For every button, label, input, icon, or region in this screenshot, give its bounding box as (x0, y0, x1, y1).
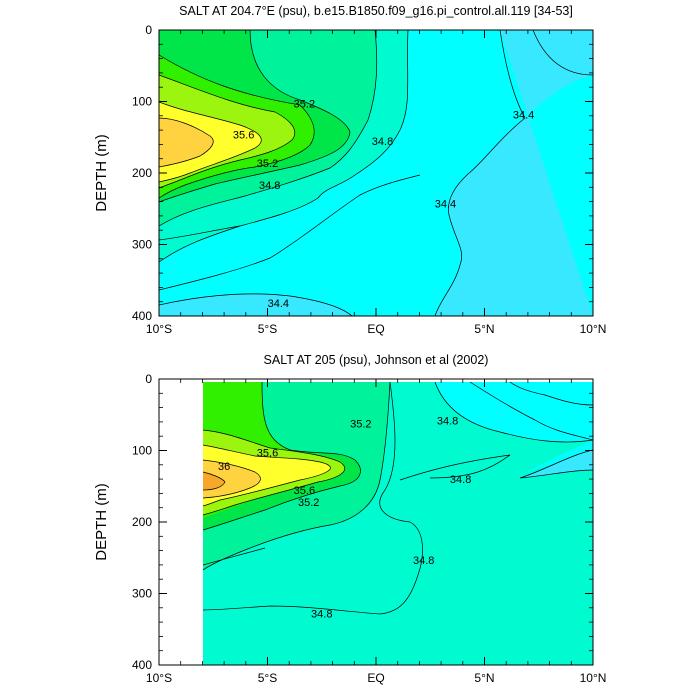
contour-label: 35.2 (350, 418, 371, 430)
contour-label: 34.8 (311, 609, 332, 621)
x-tick-label: 10°S (146, 671, 172, 685)
contour-label: 35.2 (294, 99, 315, 111)
contour-label: 34.4 (435, 199, 456, 211)
panel2-axes: 10°S 5°S EQ 5°N 10°N 0 100 200 300 400 (132, 372, 606, 685)
panel2-title: SALT AT 205 (psu), Johnson et al (2002) (264, 353, 489, 367)
contour-label: 34.8 (437, 415, 458, 427)
contour-label: 34.4 (268, 298, 289, 310)
x-tick-label: 10°N (580, 322, 607, 336)
panel1-ylabel: DEPTH (m) (93, 134, 110, 212)
panel1-title: SALT AT 204.7°E (psu), b.e15.B1850.f09_g… (179, 4, 573, 18)
y-tick-label: 300 (132, 238, 152, 252)
panel1-contour-labels: 35.2 35.6 35.2 34.8 34.8 34.4 34.4 34.4 (233, 99, 534, 310)
y-tick-label: 200 (132, 166, 152, 180)
panel2-contour-fill (202, 381, 593, 665)
panel1-contour-fill (159, 30, 593, 316)
contour-label: 34.8 (413, 555, 434, 567)
contour-label: 34.8 (450, 474, 471, 486)
x-tick-label: 5°N (474, 671, 494, 685)
y-tick-label: 0 (145, 372, 152, 386)
contour-label: 35.6 (257, 448, 278, 460)
contour-label: 35.2 (298, 497, 319, 509)
x-tick-label: 5°S (258, 322, 277, 336)
y-tick-label: 400 (132, 658, 152, 672)
x-tick-label: 10°S (146, 322, 172, 336)
panel1-axes: 10°S 5°S EQ 5°N 10°N 0 100 200 300 400 (132, 23, 606, 336)
y-tick-label: 400 (132, 309, 152, 323)
x-tick-label: 5°N (474, 322, 494, 336)
contour-label: 34.4 (513, 109, 534, 121)
contour-label: 36 (218, 461, 230, 473)
contour-label: 35.6 (294, 485, 315, 497)
contour-label: 35.2 (257, 158, 278, 170)
y-tick-label: 200 (132, 515, 152, 529)
contour-label: 35.6 (233, 129, 254, 141)
panel-observations: SALT AT 205 (psu), Johnson et al (2002) (93, 353, 606, 685)
panel-model: SALT AT 204.7°E (psu), b.e15.B1850.f09_g… (93, 4, 606, 336)
y-tick-label: 300 (132, 587, 152, 601)
x-tick-label: EQ (367, 671, 384, 685)
y-tick-label: 100 (132, 444, 152, 458)
y-tick-label: 100 (132, 95, 152, 109)
contour-label: 34.8 (372, 136, 393, 148)
x-tick-label: 10°N (580, 671, 607, 685)
x-tick-label: 5°S (258, 671, 277, 685)
y-tick-label: 0 (145, 23, 152, 37)
panel2-ylabel: DEPTH (m) (93, 483, 110, 561)
x-tick-label: EQ (367, 322, 384, 336)
contour-label: 34.8 (259, 180, 280, 192)
